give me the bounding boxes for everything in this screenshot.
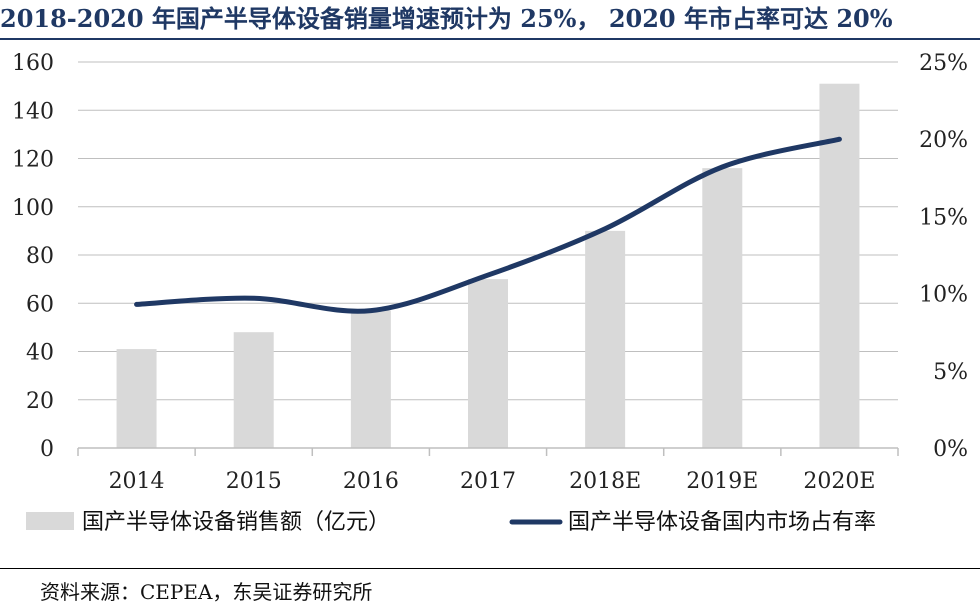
x-axis-ticks: 2014 2015 2016 2017 2018E 2019E 2020E — [109, 469, 876, 494]
axes — [77, 447, 899, 456]
source-note: 资料来源：CEPEA，东吴证券研究所 — [40, 580, 373, 604]
gridlines — [78, 61, 898, 401]
left-tick-label: 100 — [12, 196, 54, 221]
right-axis-ticks: 0% 5% 10% 15% 20% 25% — [919, 51, 968, 462]
x-tick-label: 2014 — [109, 469, 165, 494]
combo-chart: 0 20 40 60 80 100 120 140 160 0% 5% 10% 15% 20% 25% 2… — [12, 51, 968, 535]
right-tick-label: 0% — [933, 437, 968, 462]
right-tick-label: 25% — [919, 51, 968, 76]
legend: 国产半导体设备销售额（亿元） 国产半导体设备国内市场占有率 — [26, 510, 876, 535]
title-underline — [0, 38, 980, 40]
x-tick-label: 2020E — [803, 469, 875, 494]
left-tick-label: 20 — [26, 389, 54, 414]
left-tick-label: 0 — [40, 437, 54, 462]
legend-bar-swatch — [26, 512, 74, 530]
left-tick-label: 40 — [26, 341, 54, 366]
left-axis-ticks: 0 20 40 60 80 100 120 140 160 — [12, 51, 54, 462]
left-tick-label: 120 — [12, 148, 54, 173]
chart-title: 2018-2020 年国产半导体设备销量增速预计为 25%， 2020 年市占率… — [0, 4, 893, 33]
line-series — [134, 136, 842, 314]
left-tick-label: 140 — [12, 99, 54, 124]
legend-bar-label: 国产半导体设备销售额（亿元） — [82, 510, 390, 535]
source-rule — [0, 568, 980, 569]
bar-series — [116, 83, 860, 449]
legend-line-label: 国产半导体设备国内市场占有率 — [568, 510, 876, 535]
market-share-line — [134, 136, 842, 314]
left-tick-label: 60 — [26, 292, 54, 317]
bar — [702, 168, 743, 448]
x-tick-label: 2016 — [343, 469, 399, 494]
right-tick-label: 5% — [933, 360, 968, 385]
left-tick-label: 160 — [12, 51, 54, 76]
right-tick-label: 15% — [919, 205, 968, 230]
x-tick-label: 2019E — [686, 469, 758, 494]
bar — [468, 279, 508, 448]
right-tick-label: 10% — [919, 283, 968, 308]
x-tick-label: 2018E — [569, 469, 641, 494]
right-tick-label: 20% — [919, 128, 968, 153]
x-tick-label: 2017 — [460, 469, 516, 494]
x-tick-label: 2015 — [226, 469, 282, 494]
bar — [585, 230, 626, 448]
bar — [233, 332, 274, 448]
bar — [350, 310, 391, 448]
left-tick-label: 80 — [26, 244, 54, 269]
bar — [116, 349, 157, 448]
